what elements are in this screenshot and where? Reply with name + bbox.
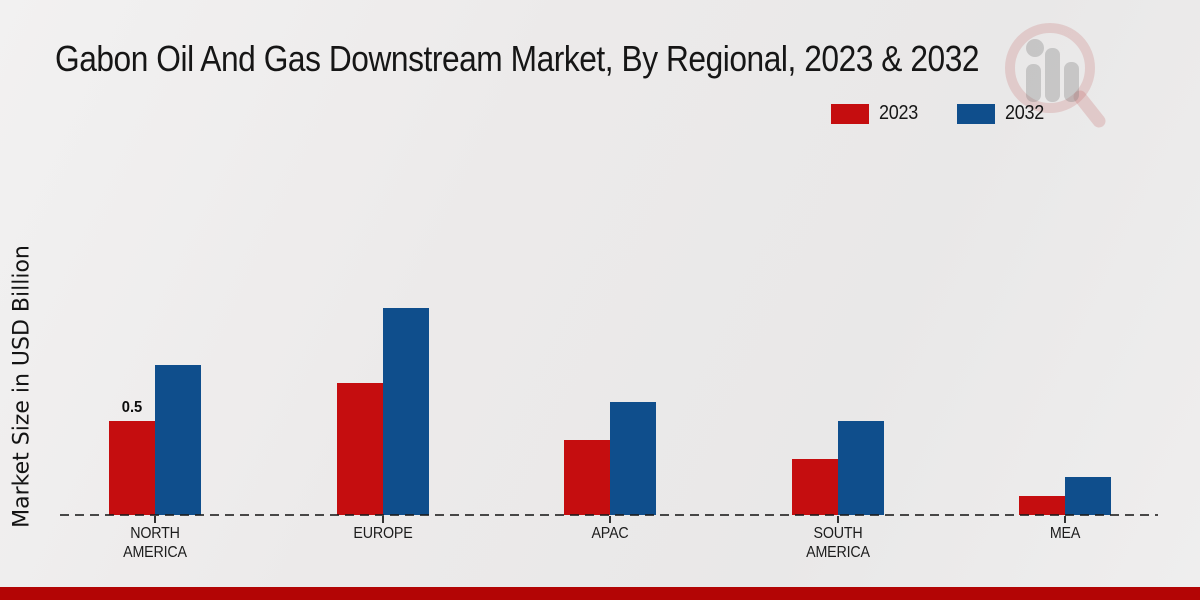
bar-2032-north-america — [155, 365, 201, 515]
x-axis-label-mea: MEA — [1049, 525, 1081, 542]
legend-item-2032: 2032 — [956, 102, 1048, 125]
bar-2032-apac — [610, 402, 656, 515]
legend-swatch-2032 — [956, 103, 995, 124]
chart-title: Gabon Oil And Gas Downstream Market, By … — [55, 38, 980, 79]
watermark-logo-icon — [1005, 23, 1106, 128]
x-axis-label-north-america: NORTH AMERICA — [123, 525, 187, 561]
footer-accent-stripe — [0, 587, 1200, 600]
x-axis-tick-south-america — [837, 516, 839, 523]
x-axis-tick-apac — [609, 516, 611, 523]
x-axis-baseline — [60, 514, 1158, 516]
legend-swatch-2023 — [831, 103, 870, 124]
x-axis-label-south-america: SOUTH AMERICA — [806, 525, 870, 561]
legend-label-2032: 2032 — [1004, 102, 1044, 124]
legend-label-2023: 2023 — [879, 102, 919, 124]
bar-2023-mea — [1019, 496, 1065, 515]
legend-item-2023: 2023 — [831, 102, 922, 125]
bar-2032-south-america — [838, 421, 884, 515]
bar-2032-mea — [1065, 477, 1111, 515]
x-axis-tick-north-america — [154, 516, 156, 523]
bar-2023-south-america — [792, 459, 838, 515]
bar-value-label-2023-north-america: 0.5 — [121, 399, 143, 416]
x-axis-tick-europe — [382, 516, 384, 523]
bar-2032-europe — [383, 308, 429, 515]
bar-2023-north-america — [109, 421, 155, 515]
bar-2023-apac — [564, 440, 610, 515]
x-axis-tick-mea — [1064, 516, 1066, 523]
bar-2023-europe — [337, 383, 383, 515]
x-axis-label-europe: EUROPE — [353, 525, 413, 542]
x-axis-label-apac: APAC — [591, 525, 629, 542]
legend: 2023 2032 — [831, 102, 1048, 125]
